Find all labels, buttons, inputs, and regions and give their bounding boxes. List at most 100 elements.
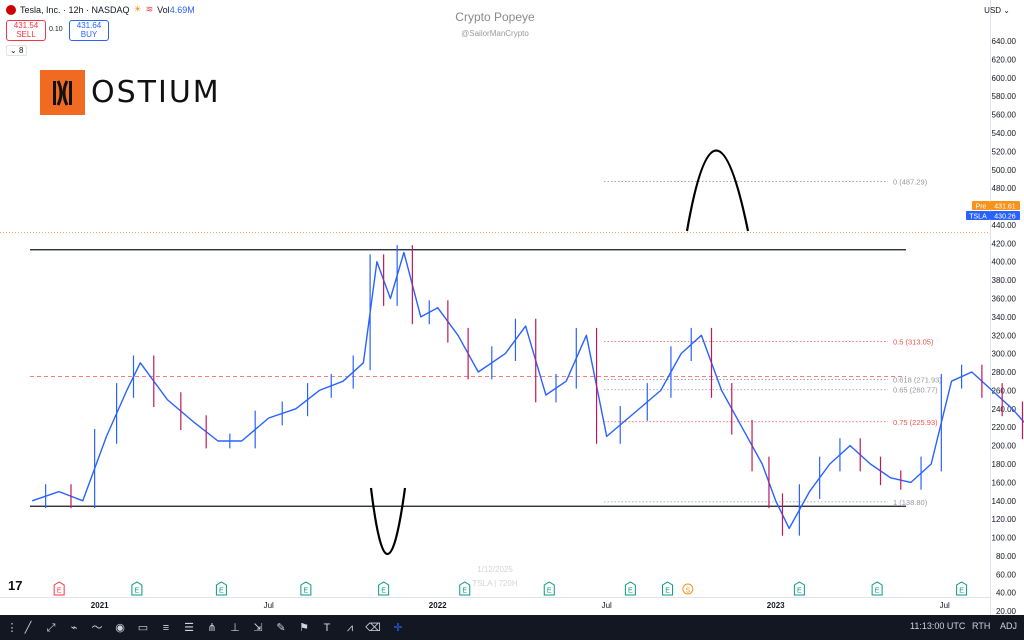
event-marker-label: E [797,588,802,595]
price-tick-label: 40.00 [996,589,1017,598]
event-marker-label: E [462,588,467,595]
tsla-tag-label: TSLA [969,214,987,221]
price-tick-label: 520.00 [992,147,1017,156]
earnings-event-marker [459,581,471,596]
event-marker-label: E [381,588,386,595]
pre-price-tag [990,201,1020,210]
sell-button[interactable]: 431.54 SELL [6,20,46,41]
price-tick-label: 260.00 [992,386,1017,395]
zigzag-icon[interactable]: 〜 [91,622,103,634]
price-tick-label: 540.00 [992,129,1017,138]
price-tick-label: 160.00 [992,478,1017,487]
path-icon[interactable]: ⌁ [70,622,78,634]
price-tick-label: 120.00 [992,515,1017,524]
spread-value: 0.10 [49,26,63,33]
clock-readout[interactable]: 11:13:00 UTC [910,621,966,631]
price-tick-label: 240.00 [992,405,1017,414]
price-series-line [31,251,1024,530]
flag-icon[interactable]: ⚑ [299,622,309,634]
earnings-event-marker [543,581,555,596]
fib-level-label: 1 (138.80) [893,498,928,507]
ray-icon[interactable]: ⤢ [46,622,56,634]
ostium-logo: OSTIUM [40,70,221,115]
brush-icon[interactable]: ✎ [276,622,286,634]
pre-tag-label: Pre [976,204,987,211]
crosshair-icon[interactable]: ✛ [393,622,403,634]
fib-level-label: 0.618 (271.93) [893,375,942,384]
ostium-logo-icon [40,70,85,115]
fib-level-label: 0.75 (225.93) [893,418,938,427]
price-tick-label: 420.00 [992,239,1017,248]
price-tick-label: 180.00 [992,460,1017,469]
event-marker-label: E [875,588,880,595]
event-marker-label: E [219,588,224,595]
time-tick-label: 2021 [91,601,109,610]
earnings-event-marker [662,581,674,596]
price-tick-label: 480.00 [992,184,1017,193]
fib-level-label: 0.5 (313.05) [893,338,934,347]
event-marker-label: E [665,588,670,595]
price-tick-label: 200.00 [992,442,1017,451]
menu-icon[interactable]: ≋ [145,4,154,14]
circle-icon[interactable]: ◉ [115,622,125,634]
session-toggle[interactable]: RTH [972,621,991,631]
time-tick-label: Jul [264,601,274,610]
pattern-icon[interactable]: ⩘ [346,622,354,634]
parallel-channel-icon[interactable]: ≡ [162,622,170,634]
fib-retracement-icon[interactable]: ☰ [184,622,194,634]
earnings-event-marker [956,581,968,596]
price-tick-label: 560.00 [992,111,1017,120]
price-tick-label: 580.00 [992,92,1017,101]
price-tick-label: 360.00 [992,294,1017,303]
price-tick-label: 620.00 [992,55,1017,64]
earnings-event-marker [378,581,390,596]
price-tick-label: 280.00 [992,368,1017,377]
event-marker-label: E [547,588,552,595]
earnings-event-marker [131,581,143,596]
watermark-ticker: TSLA | 720H [472,579,518,588]
market-status-icon: ☀ [133,4,142,14]
price-tick-label: 400.00 [992,258,1017,267]
time-tick-label: Jul [940,601,950,610]
indicators-collapse-button[interactable]: ⌄ 8 [6,45,28,56]
tsla-tag-bg [966,211,990,220]
tradingview-logo[interactable]: 17 [8,578,23,593]
price-tick-label: 500.00 [992,166,1017,175]
measure-icon[interactable]: ⊥ [230,622,240,634]
tesla-logo-icon [6,4,16,15]
watermark-subtitle: @SailorManCrypto [461,29,529,38]
buy-button[interactable]: 431.64 BUY [69,20,109,41]
price-tick-label: 100.00 [992,534,1017,543]
event-marker-label: E [628,588,633,595]
time-tick-label: 2022 [429,601,447,610]
adjustment-toggle[interactable]: ADJ [1000,621,1018,631]
grip-icon[interactable]: ⋮ [6,622,18,634]
event-marker-label: S [685,588,690,595]
time-tick-label: Jul [602,601,612,610]
currency-selector[interactable]: USD ⌄ [984,6,1010,15]
arrow-mark-icon[interactable]: ⇲ [253,622,263,634]
drawing-toolbar: ⋮ ╱ ⤢ ⌁ 〜 ◉ ▭ ≡ ☰ ⋔ ⊥ ⇲ ✎ ⚑ T ⩘ ⌫ ✛ 11:1… [0,615,1024,640]
split-event-marker [682,583,694,595]
ostium-wordmark: OSTIUM [91,75,221,110]
trend-line-icon[interactable]: ╱ [24,622,32,634]
fib-level-label: 0 (487.29) [893,177,928,186]
bottom-arc-drawing [369,487,407,556]
text-tool-icon[interactable]: T [323,622,331,634]
volume-readout: Vol4.69M [157,4,195,15]
earnings-event-marker [624,581,636,596]
price-tick-label: 340.00 [992,313,1017,322]
price-tick-label: 140.00 [992,497,1017,506]
symbol-header: Tesla, Inc. · 12h · NASDAQ ☀ ≋ Vol4.69M [6,4,195,15]
price-tick-label: 440.00 [992,221,1017,230]
eraser-icon[interactable]: ⌫ [365,622,381,634]
symbol-title[interactable]: Tesla, Inc. · 12h · NASDAQ [20,4,130,15]
rectangle-icon[interactable]: ▭ [137,622,149,634]
price-tick-label: 320.00 [992,331,1017,340]
price-tick-label: 300.00 [992,350,1017,359]
price-tick-label: 20.00 [996,607,1017,616]
price-tick-label: 220.00 [992,423,1017,432]
event-marker-label: E [57,588,62,595]
pitchfork-icon[interactable]: ⋔ [207,622,217,634]
